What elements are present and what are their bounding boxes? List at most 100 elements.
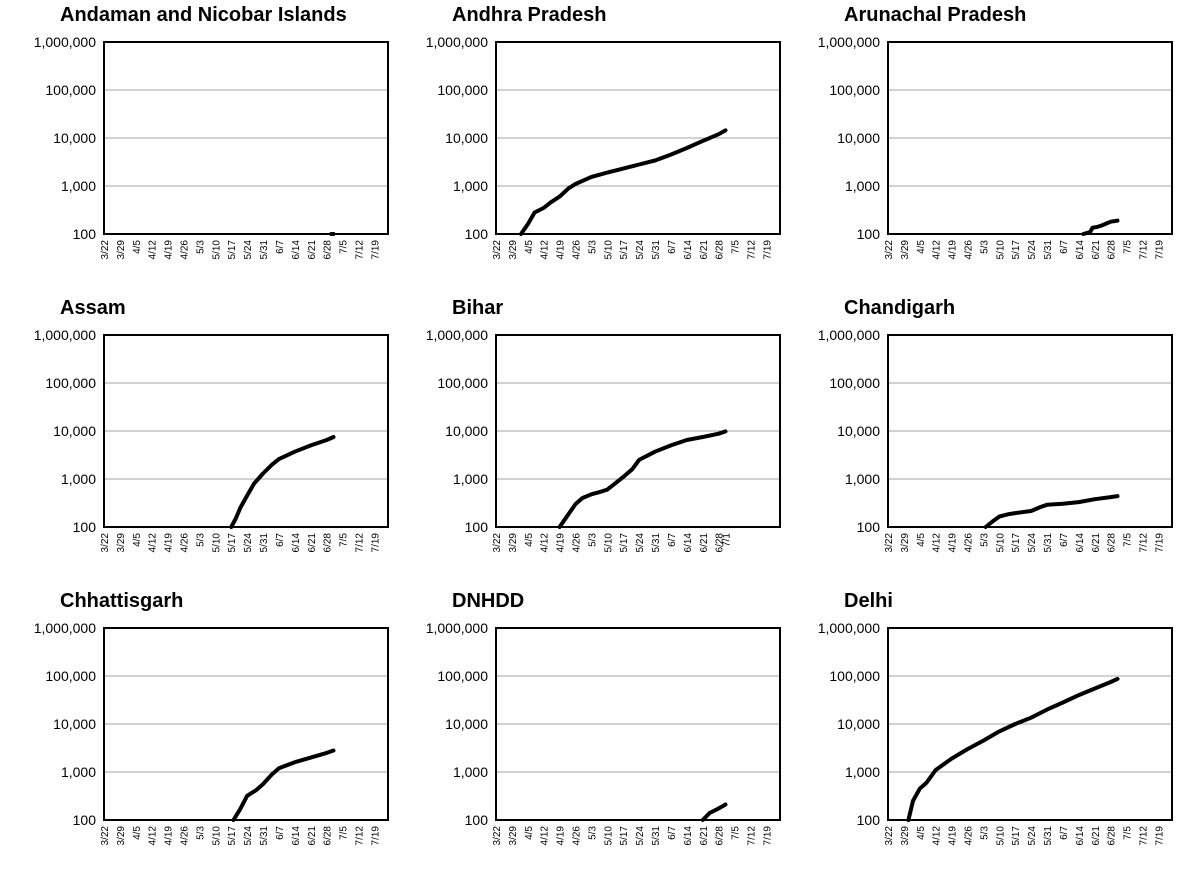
x-tick-label: 4/19	[948, 240, 959, 260]
y-tick-label: 10,000	[53, 130, 96, 146]
x-tick-label: 4/26	[572, 240, 583, 260]
x-tick-label: 6/28	[1107, 240, 1118, 260]
x-tick-label: 5/24	[635, 240, 646, 260]
y-tick-label: 100	[857, 226, 881, 242]
x-tick-label: 6/14	[683, 533, 694, 553]
x-tick-label: 6/14	[1075, 240, 1086, 260]
chart-panel: Assam 1,000,000 100,000 10,000 1,000 100 3/22 3…	[0, 293, 400, 583]
x-tick-label: 4/26	[964, 240, 975, 260]
x-tick-label: 4/19	[164, 240, 175, 260]
x-tick-label: 5/17	[227, 240, 238, 260]
x-tick-label: 5/3	[587, 533, 598, 547]
x-tick-label: 4/19	[556, 533, 567, 553]
x-tick-label: 4/5	[916, 240, 927, 254]
x-tick-label: 6/21	[699, 240, 710, 260]
x-tick-label: 6/21	[307, 533, 318, 553]
x-tick-label: 5/24	[243, 826, 254, 846]
x-tick-label: 5/17	[1011, 826, 1022, 846]
x-tick-label: 7/12	[355, 533, 366, 553]
x-tick-label: 5/17	[619, 240, 630, 260]
x-tick-label: 7/1	[722, 533, 733, 547]
x-tick-label: 7/5	[1123, 240, 1134, 254]
chart-title: Andaman and Nicobar Islands	[60, 4, 347, 26]
x-tick-label: 3/22	[100, 826, 111, 846]
x-tick-label: 3/22	[884, 533, 895, 553]
x-tick-label: 4/5	[524, 826, 535, 840]
y-tick-label: 10,000	[445, 130, 488, 146]
y-tick-label: 1,000	[61, 764, 96, 780]
x-tick-label: 5/24	[635, 533, 646, 553]
y-tick-label: 10,000	[53, 716, 96, 732]
x-tick-label: 5/10	[995, 826, 1006, 846]
x-tick-label: 6/21	[1091, 240, 1102, 260]
x-tick-label: 4/26	[964, 533, 975, 553]
x-tick-label: 5/17	[619, 826, 630, 846]
x-tick-label: 6/14	[1075, 533, 1086, 553]
x-tick-label: 5/31	[651, 240, 662, 260]
x-tick-label: 6/7	[1059, 826, 1070, 840]
y-tick-label: 100	[73, 226, 97, 242]
x-tick-label: 6/7	[275, 533, 286, 547]
y-tick-label: 100,000	[829, 82, 880, 98]
x-tick-label: 3/29	[116, 240, 127, 260]
x-tick-label: 4/5	[916, 533, 927, 547]
x-tick-label: 5/10	[211, 826, 222, 846]
x-tick-label: 4/19	[948, 533, 959, 553]
x-tick-label: 3/22	[492, 240, 503, 260]
x-tick-label: 5/24	[243, 533, 254, 553]
x-tick-label: 3/22	[492, 826, 503, 846]
y-tick-label: 10,000	[837, 423, 880, 439]
y-tick-label: 1,000	[453, 471, 488, 487]
chart-panel: Delhi 1,000,000 100,000 10,000 1,000 100 3/22 3…	[784, 586, 1184, 876]
x-tick-label: 5/17	[619, 533, 630, 553]
x-tick-label: 6/21	[1091, 826, 1102, 846]
x-tick-label: 7/12	[1139, 533, 1150, 553]
x-tick-label: 5/31	[259, 533, 270, 553]
x-tick-label: 4/12	[932, 240, 943, 260]
x-tick-label: 4/5	[132, 533, 143, 547]
x-tick-label: 4/26	[180, 826, 191, 846]
x-tick-label: 5/10	[603, 533, 614, 553]
series-line	[700, 802, 728, 822]
x-tick-label: 7/12	[747, 240, 758, 260]
x-tick-label: 7/19	[1154, 826, 1165, 846]
plot-area	[103, 41, 389, 235]
x-tick-label: 6/7	[1059, 240, 1070, 254]
y-tick-label: 100,000	[437, 375, 488, 391]
y-tick-label: 100	[73, 519, 97, 535]
x-tick-label: 7/19	[370, 826, 381, 846]
x-tick-label: 6/28	[1107, 533, 1118, 553]
x-tick-label: 4/5	[524, 533, 535, 547]
y-tick-label: 1,000	[61, 178, 96, 194]
plot-area	[495, 41, 781, 235]
series-line	[229, 435, 336, 529]
x-tick-label: 6/7	[667, 533, 678, 547]
chart-title: Arunachal Pradesh	[844, 4, 1027, 26]
x-tick-label: 7/12	[355, 240, 366, 260]
x-tick-label: 6/28	[323, 240, 334, 260]
x-tick-label: 6/28	[323, 533, 334, 553]
x-tick-label: 5/24	[243, 240, 254, 260]
x-tick-label: 6/21	[307, 826, 318, 846]
x-tick-label: 6/7	[667, 240, 678, 254]
x-tick-label: 4/19	[948, 826, 959, 846]
y-tick-label: 1,000	[845, 764, 880, 780]
y-tick-label: 1,000,000	[818, 34, 880, 50]
x-tick-label: 3/22	[100, 240, 111, 260]
series-line	[519, 128, 728, 236]
plot-area	[495, 334, 781, 528]
y-tick-label: 100	[465, 226, 489, 242]
x-tick-label: 5/31	[651, 826, 662, 846]
x-tick-label: 3/29	[508, 826, 519, 846]
x-tick-label: 7/12	[1139, 240, 1150, 260]
x-tick-label: 5/17	[1011, 240, 1022, 260]
x-tick-label: 6/7	[667, 826, 678, 840]
x-tick-label: 4/26	[180, 533, 191, 553]
x-tick-label: 6/14	[291, 533, 302, 553]
x-tick-label: 5/31	[1043, 240, 1054, 260]
